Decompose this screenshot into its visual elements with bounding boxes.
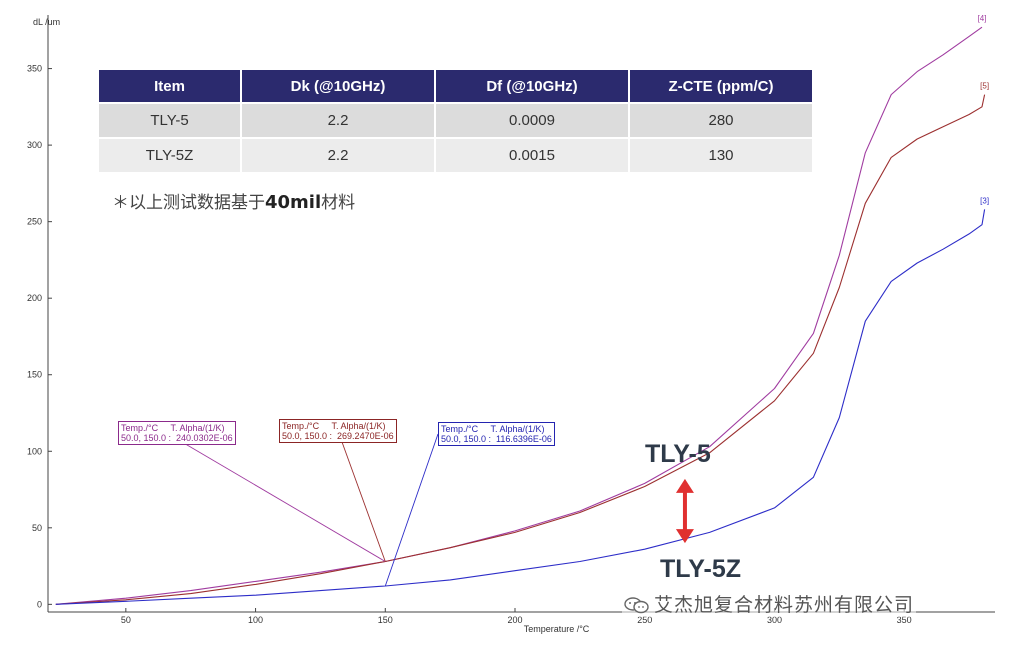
x-axis-label: Temperature /°C — [524, 624, 590, 634]
series-layer: [4] [5] [3] — [55, 14, 989, 605]
table-row: TLY-5Z 2.2 0.0015 130 — [99, 137, 812, 172]
leader-line — [181, 441, 386, 562]
note-thickness: 40mil — [265, 192, 322, 213]
series-line-0 — [55, 26, 983, 605]
table-header-row: Item Dk (@10GHz) Df (@10GHz) Z-CTE (ppm/… — [99, 70, 812, 102]
table-row: TLY-5 2.2 0.0009 280 — [99, 102, 812, 137]
x-tick-label: 150 — [378, 615, 393, 625]
cell-df: 0.0015 — [436, 137, 628, 172]
series-label-1: [5] — [980, 82, 989, 91]
tooltip-leader-lines — [181, 433, 439, 587]
arrow-head-up — [675, 478, 694, 493]
y-tick-label: 150 — [27, 370, 42, 380]
y-tick-label: 350 — [27, 64, 42, 74]
tooltip-header: Temp./°C T. Alpha/(1/K) — [282, 421, 386, 431]
tooltip-header: Temp./°C T. Alpha/(1/K) — [121, 423, 225, 433]
series-line-2 — [55, 209, 986, 605]
tooltip-value: 50.0, 150.0 : 269.2470E-06 — [282, 431, 394, 441]
tooltip-series-3: Temp./°C T. Alpha/(1/K) 50.0, 150.0 : 116… — [438, 422, 555, 446]
cell-dk: 2.2 — [242, 102, 434, 137]
x-tick-label: 300 — [767, 615, 782, 625]
y-tick-label: 200 — [27, 293, 42, 303]
header-dk: Dk (@10GHz) — [242, 70, 434, 102]
x-tick-label: 100 — [248, 615, 263, 625]
x-tick-label: 50 — [121, 615, 131, 625]
x-tick-label: 350 — [897, 615, 912, 625]
wechat-icon — [624, 597, 649, 614]
chart-axes: 50 100 150 200 250 300 350 0 50 100 150 200 250 300 35… — [27, 15, 995, 634]
y-tick-label: 300 — [27, 140, 42, 150]
header-zcte: Z-CTE (ppm/C) — [630, 70, 812, 102]
watermark-text: 艾杰旭复合材料苏州有限公司 — [654, 594, 915, 616]
cell-dk: 2.2 — [242, 137, 434, 172]
watermark: 艾杰旭复合材料苏州有限公司 — [622, 590, 917, 617]
difference-arrow — [675, 478, 694, 544]
cell-item: TLY-5 — [99, 102, 240, 137]
x-tick-label: 250 — [637, 615, 652, 625]
tooltip-value: 50.0, 150.0 : 240.0302E-06 — [121, 433, 233, 443]
series-line-1 — [55, 94, 986, 605]
label-tly5z: TLY-5Z — [660, 555, 742, 583]
header-df: Df (@10GHz) — [436, 70, 628, 102]
note-suffix: 材料 — [321, 193, 356, 213]
cell-zcte: 280 — [630, 102, 812, 137]
arrow-head-down — [675, 529, 694, 544]
header-item: Item — [99, 70, 240, 102]
cell-item: TLY-5Z — [99, 137, 240, 172]
test-note: ＊以上测试数据基于40mil材料 — [112, 188, 355, 213]
tooltip-series-4: Temp./°C T. Alpha/(1/K) 50.0, 150.0 : 240… — [118, 421, 236, 445]
series-label-2: [3] — [980, 196, 989, 205]
leader-line — [384, 433, 439, 587]
tooltip-value: 50.0, 150.0 : 116.6396E-06 — [441, 434, 552, 444]
leader-line — [341, 441, 386, 562]
y-tick-label: 100 — [27, 446, 42, 456]
cell-df: 0.0009 — [436, 102, 628, 137]
label-tly5: TLY-5 — [645, 440, 711, 468]
y-tick-label: 50 — [32, 523, 42, 533]
y-tick-label: 0 — [37, 599, 42, 609]
tooltip-header: Temp./°C T. Alpha/(1/K) — [441, 424, 545, 434]
series-label-0: [4] — [978, 14, 987, 23]
spec-table: Item Dk (@10GHz) Df (@10GHz) Z-CTE (ppm/… — [97, 70, 814, 172]
y-axis-label: dL /um — [33, 17, 60, 27]
tooltip-series-5: Temp./°C T. Alpha/(1/K) 50.0, 150.0 : 269… — [279, 419, 397, 443]
cell-zcte: 130 — [630, 137, 812, 172]
x-tick-label: 200 — [507, 615, 522, 625]
note-prefix: ＊以上测试数据基于 — [112, 193, 265, 213]
y-tick-label: 250 — [27, 217, 42, 227]
